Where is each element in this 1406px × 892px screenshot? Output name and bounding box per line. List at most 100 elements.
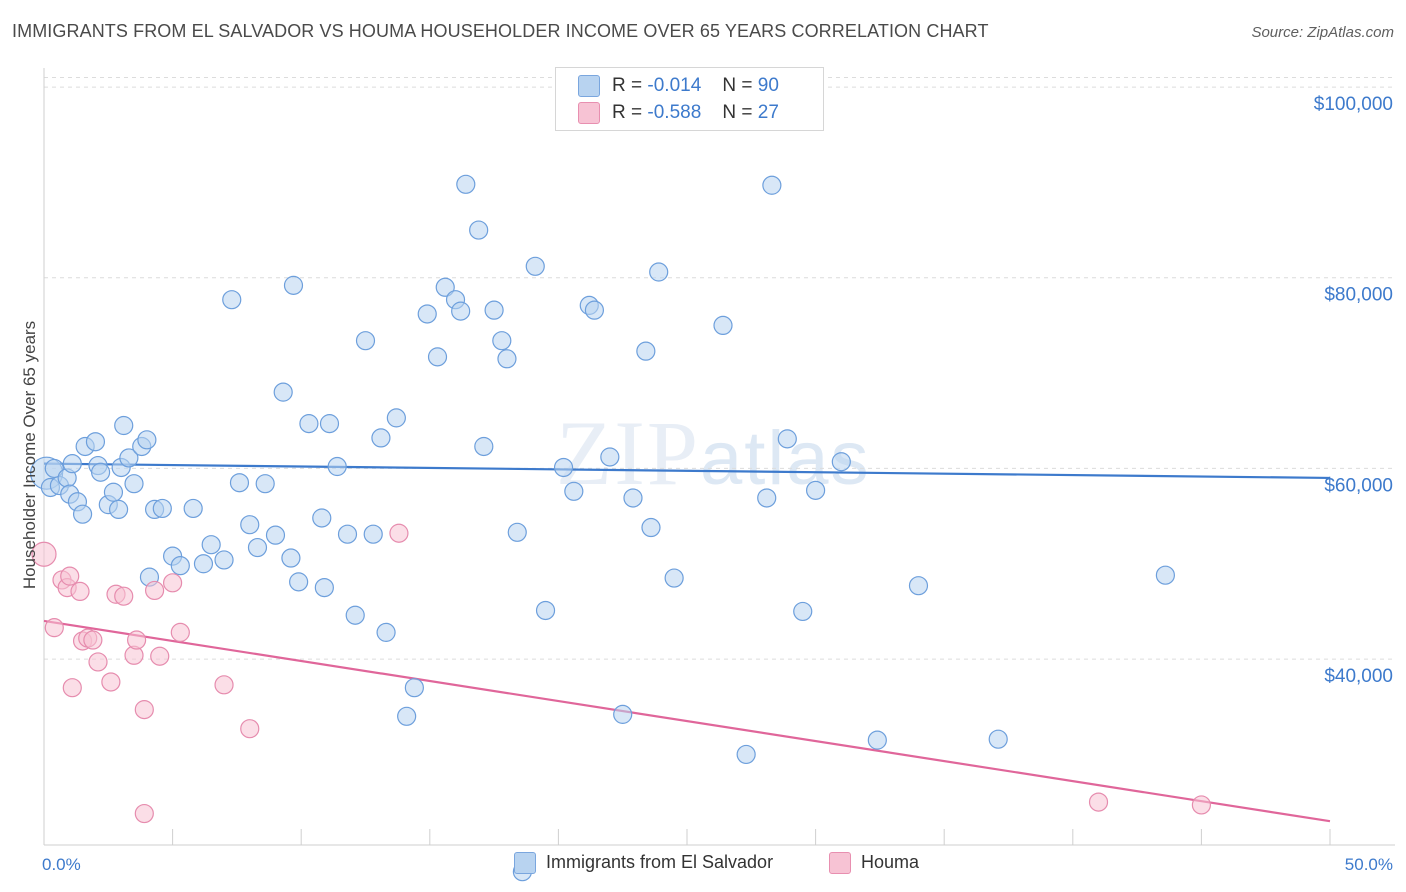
bottom-legend-swatch-pink — [829, 852, 851, 875]
el-salvador-point-53 — [417, 304, 437, 324]
bottom-legend-el-salvador: Immigrants from El Salvador — [514, 852, 774, 875]
el-salvador-point-76 — [641, 517, 661, 538]
gridlines — [44, 77, 1395, 660]
bottom-legend-houma: Houma — [829, 852, 919, 875]
el-salvador-point-73 — [613, 704, 633, 724]
y-tick-label-1: $60,000 — [1324, 475, 1393, 496]
el-salvador-point-33 — [247, 537, 268, 558]
el-salvador-point-10 — [85, 432, 106, 452]
x-tick-label-min: 0.0% — [42, 855, 81, 874]
el-salvador-point-12 — [90, 462, 111, 482]
el-salvador-point-68 — [553, 457, 574, 478]
houma-point-26 — [1191, 795, 1212, 815]
el-salvador-point-25 — [170, 556, 190, 576]
legend-n-value: 90 — [757, 75, 779, 97]
el-salvador-point-43 — [327, 456, 347, 477]
el-salvador-point-91 — [1155, 565, 1175, 585]
el-salvador-point-6 — [62, 454, 82, 474]
el-salvador-point-72 — [600, 447, 620, 467]
el-salvador-point-17 — [114, 415, 134, 436]
el-salvador-point-58 — [456, 174, 476, 194]
legend-r-label: R = — [612, 75, 643, 97]
el-salvador-point-37 — [281, 548, 301, 568]
houma-point-22 — [240, 719, 260, 739]
y-tick-label-0: $40,000 — [1324, 666, 1393, 687]
bottom-legend-swatch-blue — [514, 852, 536, 875]
el-salvador-point-28 — [201, 535, 221, 555]
el-salvador-point-88 — [867, 730, 887, 750]
houma-point-23 — [389, 523, 409, 543]
y-tick-label-2: $80,000 — [1324, 285, 1393, 306]
x-ticks — [43, 829, 1331, 845]
el-salvador-point-27 — [193, 554, 214, 574]
el-salvador-point-36 — [273, 382, 293, 402]
el-salvador-point-40 — [312, 508, 332, 528]
el-salvador-point-41 — [314, 577, 334, 598]
legend-n-label: N = — [722, 102, 753, 124]
el-salvador-point-19 — [124, 474, 144, 494]
el-salvador-point-60 — [474, 436, 494, 457]
houma-point-16 — [134, 700, 154, 720]
el-salvador-point-66 — [525, 256, 545, 276]
el-salvador-point-92 — [283, 275, 304, 295]
el-salvador-point-86 — [805, 480, 826, 500]
el-salvador-point-52 — [404, 678, 424, 698]
y-axis-label: Householder Income Over 65 years — [20, 321, 39, 589]
el-salvador-point-84 — [777, 429, 797, 449]
el-salvador-point-54 — [427, 347, 448, 367]
el-salvador-point-2 — [44, 458, 64, 479]
el-salvador-point-8 — [72, 504, 93, 524]
el-salvador-point-77 — [649, 262, 669, 282]
el-salvador-point-80 — [713, 315, 733, 336]
y-tick-labels: $40,000 $60,000 $80,000 $100,000 — [1314, 94, 1393, 687]
houma-point-11 — [101, 672, 121, 692]
el-salvador-point-21 — [137, 430, 157, 450]
el-salvador-point-23 — [152, 498, 172, 519]
houma-point-1 — [44, 618, 64, 638]
el-salvador-point-63 — [497, 349, 517, 369]
legend-swatch-blue — [578, 75, 600, 97]
trend-line-0 — [43, 462, 1331, 480]
chart-title: IMMIGRANTS FROM EL SALVADOR VS HOUMA HOU… — [12, 21, 989, 41]
axes — [43, 68, 1395, 846]
el-salvador-point-69 — [564, 481, 584, 501]
el-salvador-point-85 — [793, 601, 813, 622]
houma-point-9 — [83, 630, 103, 650]
legend-swatch-pink — [578, 102, 600, 124]
legend-r-label: R = — [612, 102, 643, 124]
el-salvador-point-74 — [623, 488, 643, 508]
houma-point-0 — [31, 541, 57, 567]
el-salvador-point-45 — [345, 605, 365, 625]
source-label: Source: ZipAtlas.com — [1251, 24, 1394, 41]
houma-point-6 — [70, 581, 90, 602]
el-salvador-point-78 — [664, 568, 684, 588]
el-salvador-point-35 — [265, 525, 286, 545]
legend-n-value: 27 — [757, 102, 779, 124]
el-salvador-point-42 — [319, 414, 340, 434]
el-salvador-point-59 — [469, 220, 489, 240]
el-salvador-point-29 — [214, 550, 234, 570]
el-salvador-point-15 — [108, 499, 129, 520]
houma-point-15 — [126, 630, 147, 650]
legend-r-value: -0.014 — [647, 75, 702, 97]
bottom-legend-label-el-salvador: Immigrants from El Salvador — [546, 852, 774, 872]
houma-point-21 — [214, 675, 234, 695]
el-salvador-point-31 — [229, 473, 250, 493]
el-salvador-point-34 — [255, 474, 275, 494]
legend-row-houma: R = -0.588 N = 27 — [578, 102, 779, 126]
x-tick-label-max: 50.0% — [1345, 855, 1393, 874]
el-salvador-point-55 — [435, 277, 455, 297]
el-salvador-point-51 — [397, 706, 417, 726]
houma-point-4 — [60, 566, 80, 586]
el-salvador-point-50 — [386, 408, 406, 428]
houma-point-19 — [163, 573, 183, 593]
el-salvador-point-87 — [831, 452, 851, 472]
el-salvador-point-32 — [240, 515, 260, 535]
stats-legend: R = -0.014 N = 90 R = -0.588 N = 27 — [555, 67, 824, 131]
el-salvador-point-49 — [376, 622, 396, 642]
el-salvador-point-90 — [988, 729, 1008, 749]
el-salvador-point-82 — [757, 488, 777, 508]
el-salvador-point-38 — [289, 572, 309, 592]
el-salvador-point-67 — [535, 600, 556, 621]
